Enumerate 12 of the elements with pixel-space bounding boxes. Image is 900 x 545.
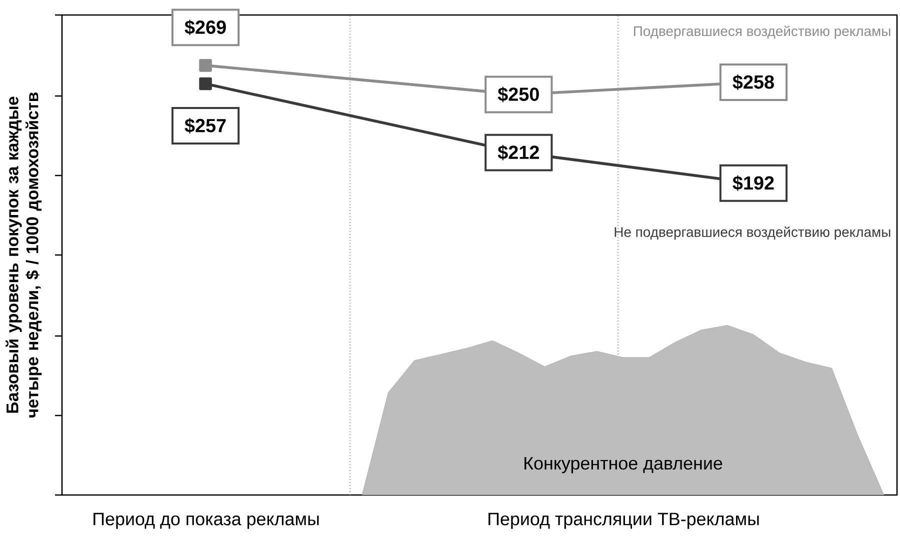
- y-axis-title: Базовый уровень покупок за каждые четыре недели, $ / 1000 домохозяйств: [6, 92, 42, 418]
- data-label: $257: [184, 118, 226, 134]
- text: Период трансляции ТВ-рекламы: [488, 512, 759, 529]
- data-label: $212: [498, 144, 539, 160]
- data-label: $269: [184, 20, 226, 36]
- series-label: Конкурентное давление: [524, 457, 722, 474]
- data-label: $192: [732, 175, 774, 191]
- text: Период до показа рекламы: [94, 512, 319, 529]
- text: Не подвергавшиеся воздействию рекламы: [614, 226, 890, 240]
- data-label: $258: [732, 74, 774, 90]
- text: Подвергавшиеся воздействию рекламы: [634, 26, 890, 39]
- data-label: $250: [498, 86, 539, 102]
